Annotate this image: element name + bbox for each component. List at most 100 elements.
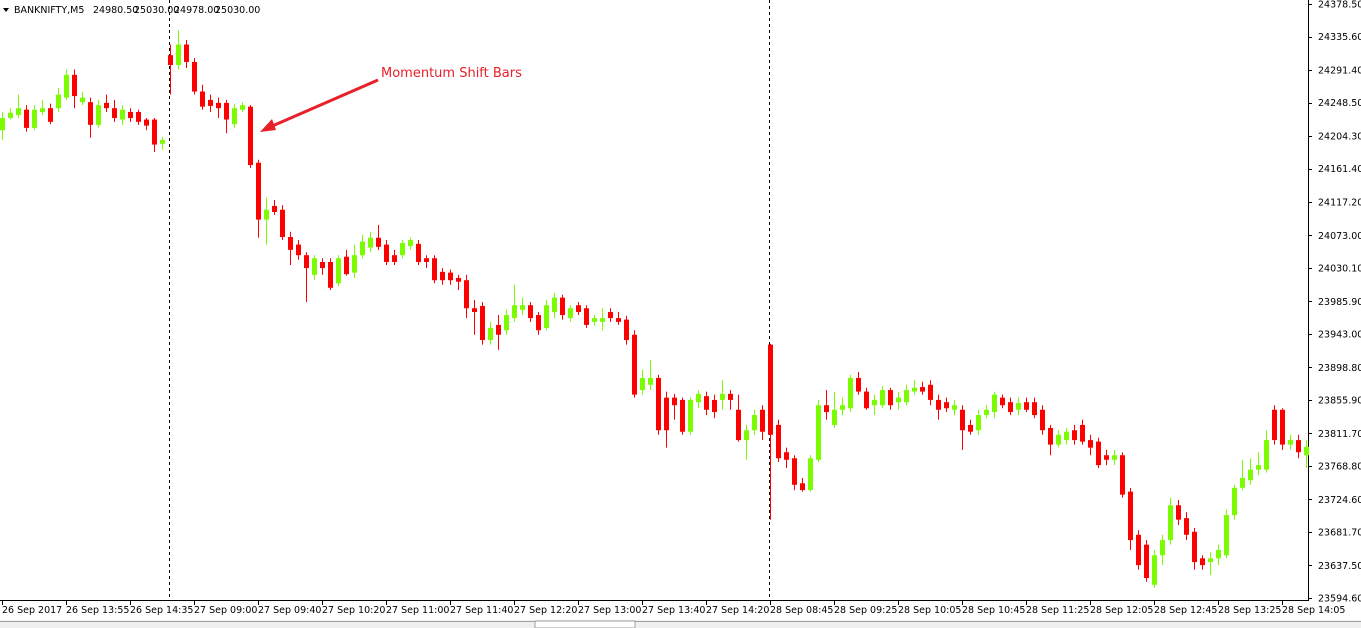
candle-body xyxy=(352,255,357,273)
candle-body xyxy=(256,162,261,220)
x-tick-label: 27 Sep 11:00 xyxy=(386,605,449,616)
candle-body xyxy=(496,324,501,335)
candle-body xyxy=(1176,505,1181,520)
x-tick-label: 28 Sep 11:25 xyxy=(1026,605,1089,616)
candle-body xyxy=(960,409,965,431)
candle-body xyxy=(136,111,141,122)
candle-body xyxy=(504,315,509,331)
candle-body xyxy=(424,258,429,263)
y-tick-label: 23811.70 xyxy=(1318,429,1361,440)
y-tick-label: 23898.80 xyxy=(1318,363,1361,374)
candle-body xyxy=(1000,397,1005,406)
candle-body xyxy=(176,44,181,65)
candle-body xyxy=(1184,518,1189,535)
quote-low: 24978.00 xyxy=(174,5,219,16)
candle-body xyxy=(312,258,317,275)
candle-body xyxy=(16,108,21,116)
candle-body xyxy=(976,415,981,431)
quote-high: 25030.00 xyxy=(134,5,179,16)
candle-body xyxy=(848,377,853,409)
candle-body xyxy=(8,112,13,119)
candle-body xyxy=(384,244,389,263)
candle-body xyxy=(568,308,573,319)
candle-body xyxy=(400,243,405,256)
candle-body xyxy=(736,409,741,441)
y-tick-label: 23985.90 xyxy=(1318,297,1361,308)
candle-body xyxy=(1152,555,1157,585)
candle-body xyxy=(888,390,893,406)
candle-body xyxy=(296,244,301,256)
x-tick-label: 27 Sep 13:00 xyxy=(578,605,641,616)
candle-body xyxy=(240,105,245,110)
candle-body xyxy=(1016,402,1021,410)
x-tick-label: 27 Sep 12:20 xyxy=(514,605,577,616)
candle-body xyxy=(544,305,549,328)
candle-body xyxy=(768,344,773,435)
candle-body xyxy=(1088,440,1093,448)
y-tick-label: 24073.00 xyxy=(1318,231,1361,242)
candle-body xyxy=(216,102,221,109)
candle-body xyxy=(1080,424,1085,442)
y-tick-label: 23594.60 xyxy=(1318,594,1361,605)
candle-body xyxy=(1216,549,1221,559)
candle-body xyxy=(280,209,285,238)
candle-body xyxy=(160,140,165,144)
candle-body xyxy=(1040,409,1045,431)
candle-body xyxy=(528,305,533,319)
candle-body xyxy=(832,409,837,425)
candles xyxy=(0,30,1309,588)
candle-body xyxy=(1208,558,1213,563)
candle-body xyxy=(64,74,69,98)
x-tick-label: 27 Sep 11:40 xyxy=(450,605,513,616)
candle-body xyxy=(992,394,997,413)
candle-body xyxy=(640,377,645,391)
candle-body xyxy=(80,97,85,103)
quote-open: 24980.50 xyxy=(93,5,138,16)
candle-body xyxy=(1160,540,1165,556)
candle-body xyxy=(1192,531,1197,563)
candle-body xyxy=(1096,441,1101,466)
candle-body xyxy=(1296,440,1301,453)
x-tick-label: 28 Sep 12:45 xyxy=(1154,605,1217,616)
candle-body xyxy=(1032,402,1037,416)
candle-body xyxy=(200,91,205,107)
candle-body xyxy=(1264,440,1269,470)
x-tick-label: 26 Sep 13:55 xyxy=(66,605,129,616)
candle-body xyxy=(1240,477,1245,488)
x-tick-label: 27 Sep 14:20 xyxy=(706,605,769,616)
candle-body xyxy=(920,387,925,392)
symbol-label: BANKNIFTY,M5 xyxy=(14,5,84,16)
candle-body xyxy=(472,308,477,313)
candle-body xyxy=(248,106,253,166)
candle-body xyxy=(360,241,365,256)
candle-body xyxy=(304,255,309,269)
candle-body xyxy=(1256,465,1261,470)
menu-triangle[interactable] xyxy=(3,8,9,12)
candle-body xyxy=(624,319,629,341)
candle-body xyxy=(616,318,621,322)
candle-body xyxy=(1120,455,1125,495)
candle-body xyxy=(520,305,525,310)
candle-body xyxy=(184,44,189,62)
candle-body xyxy=(232,108,237,125)
x-tick-label: 26 Sep 14:35 xyxy=(130,605,193,616)
candle-body xyxy=(432,258,437,281)
active-tab[interactable] xyxy=(534,620,636,628)
y-tick-label: 23637.50 xyxy=(1318,561,1361,572)
annotation-arrowhead xyxy=(260,119,276,132)
candle-body xyxy=(40,108,45,112)
candle-body xyxy=(936,399,941,410)
candle-body xyxy=(672,397,677,406)
y-tick-label: 23855.90 xyxy=(1318,396,1361,407)
x-tick-label: 28 Sep 14:05 xyxy=(1282,605,1345,616)
candle-body xyxy=(32,109,37,128)
x-tick-label: 27 Sep 09:00 xyxy=(194,605,257,616)
candle-body xyxy=(608,312,613,319)
candle-body xyxy=(328,262,333,288)
candle-body xyxy=(1064,431,1069,441)
candle-body xyxy=(1048,427,1053,445)
candle-body xyxy=(56,94,61,109)
candle-body xyxy=(128,111,133,119)
